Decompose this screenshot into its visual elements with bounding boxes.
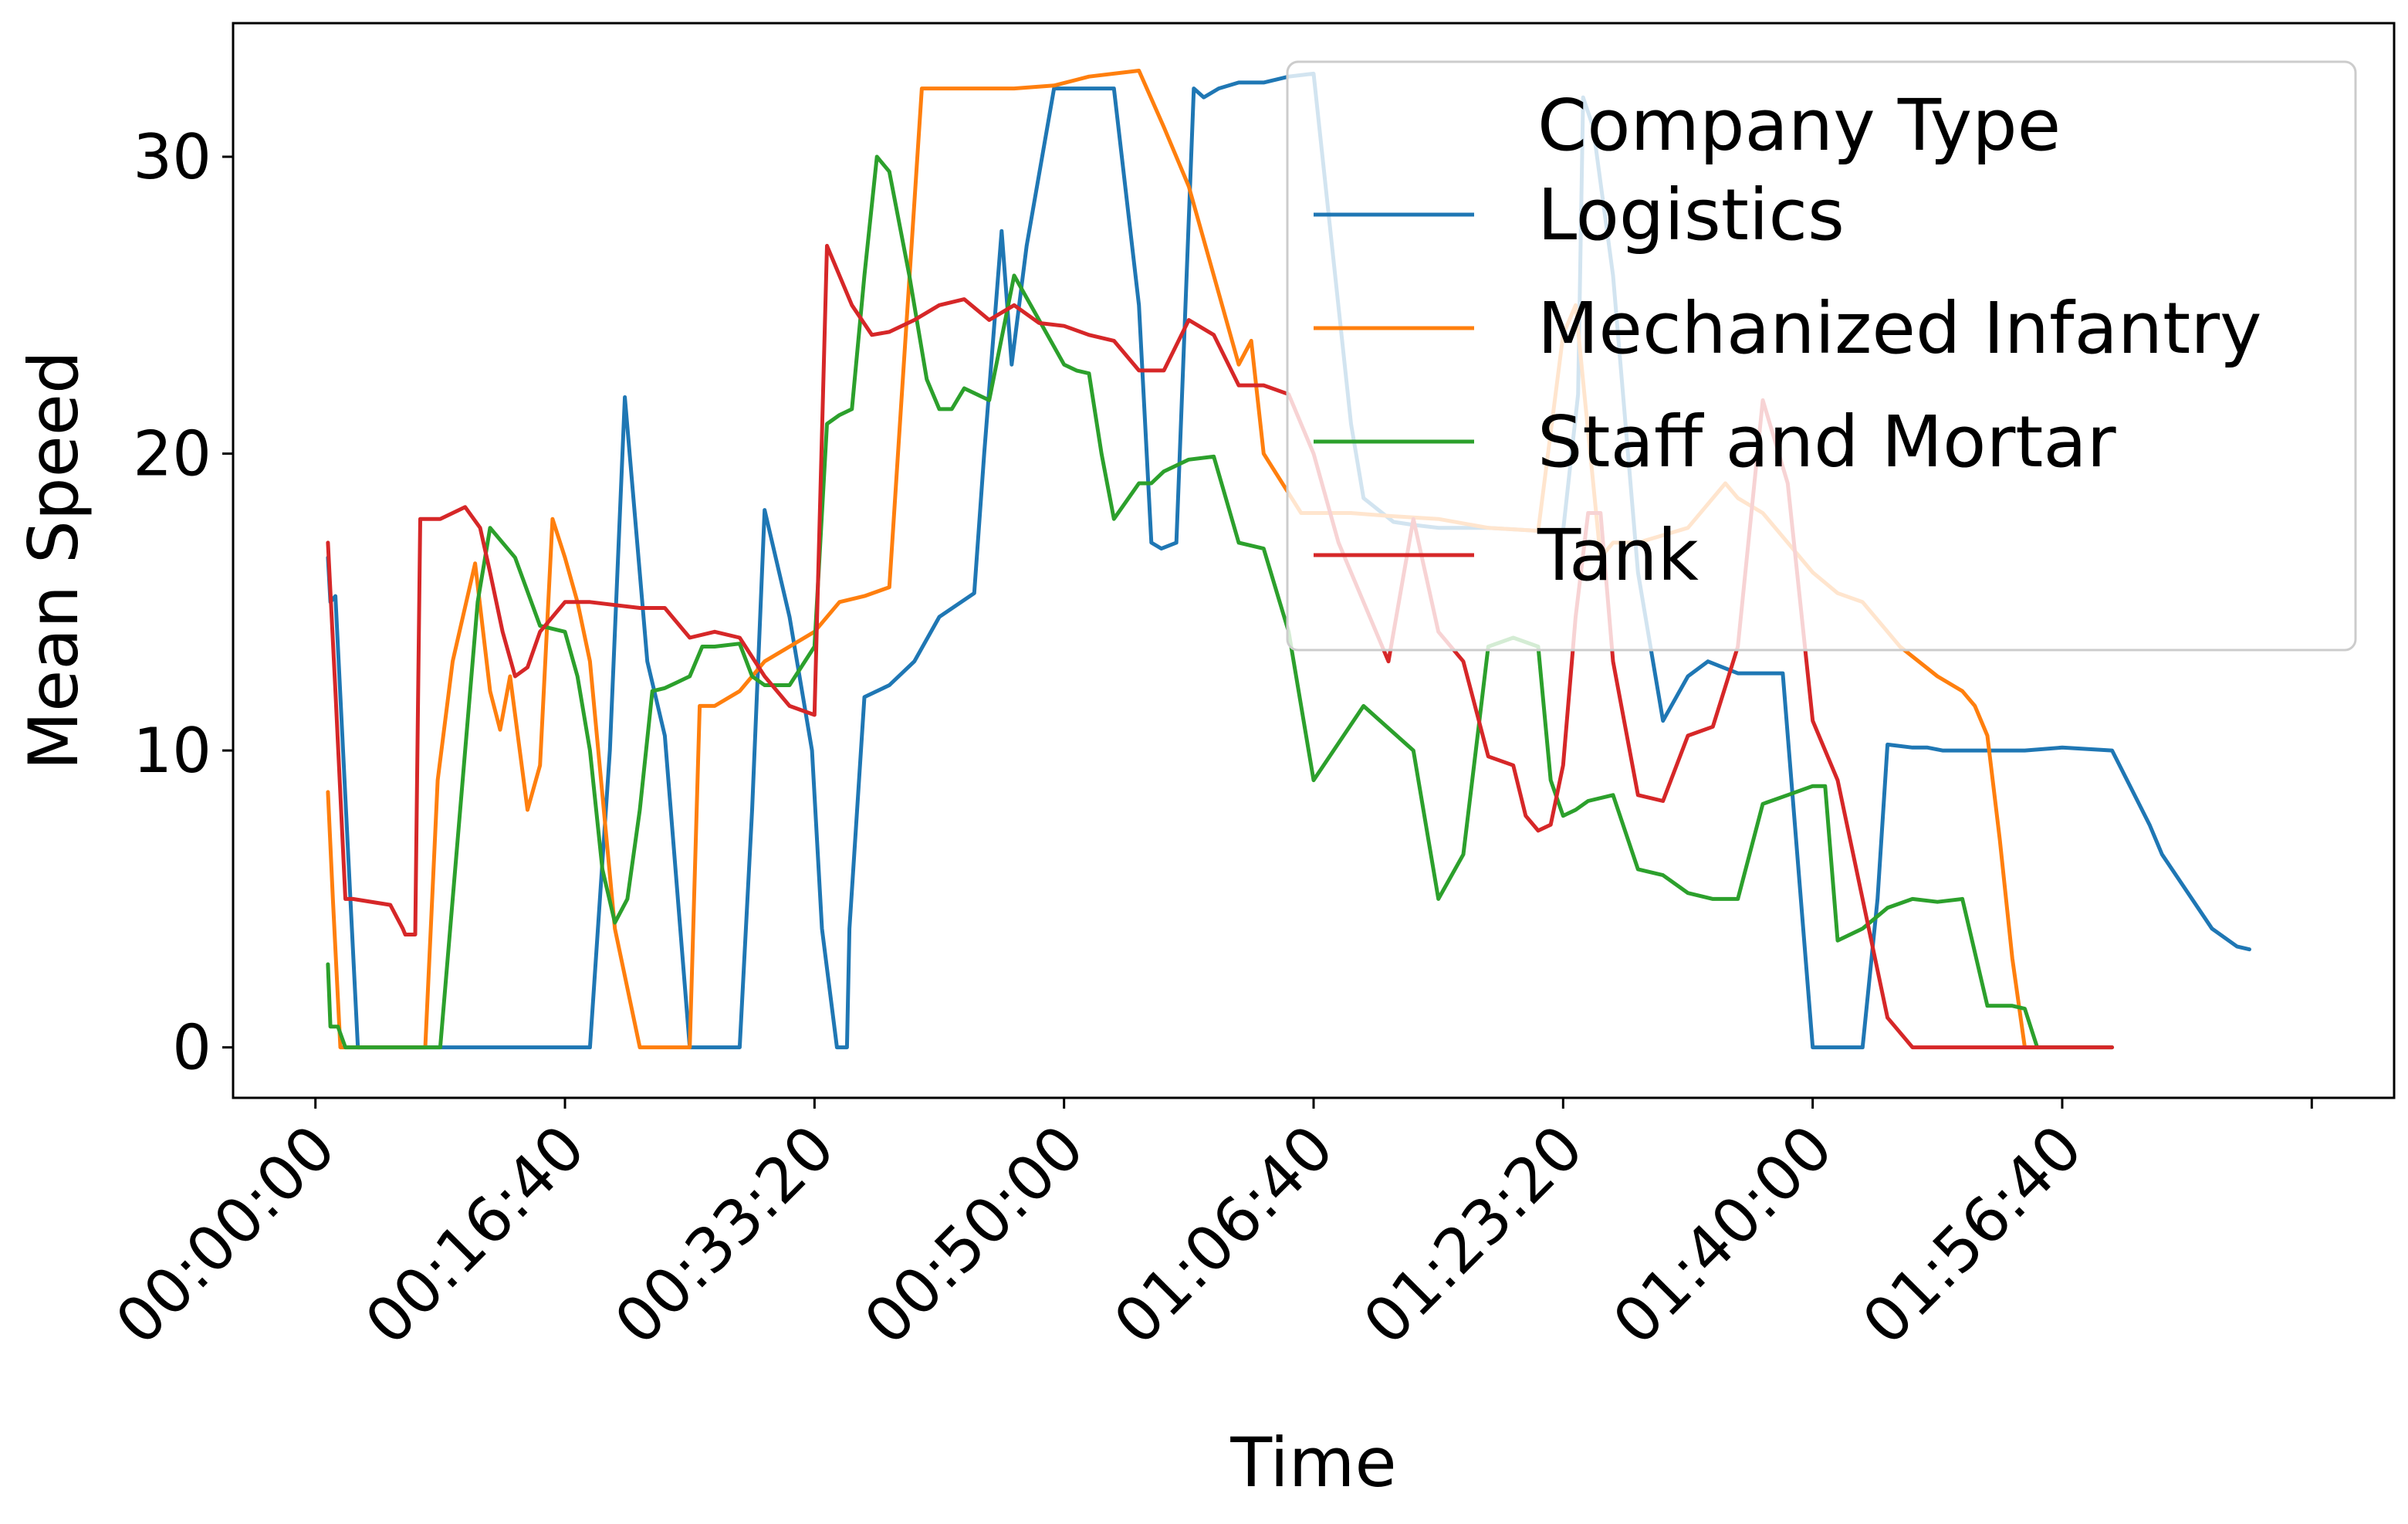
legend-box — [1286, 60, 2357, 652]
x-axis: 00:00:00 00:16:40 00:33:20 00:50:00 01:06:40… — [102, 1098, 2313, 1359]
x-tick-label: 00:33:20 — [601, 1112, 848, 1359]
series-line-staff-and-mortar — [326, 154, 2115, 1050]
y-axis-title: Mean Speed — [14, 351, 93, 770]
x-tick-label: 00:50:00 — [851, 1112, 1097, 1359]
x-tick-label: 01:06:40 — [1101, 1112, 1348, 1359]
legend-label: Tank — [1537, 514, 1699, 597]
x-tick-label: 01:56:40 — [1849, 1112, 2096, 1359]
legend-label: Mechanized Infantry — [1537, 287, 2262, 370]
x-tick-label: 00:16:40 — [352, 1112, 599, 1359]
x-axis-title: Time — [1229, 1423, 1396, 1502]
x-tick-label: 01:23:20 — [1350, 1112, 1597, 1359]
series-line-logistics — [326, 71, 2251, 1050]
y-tick-label: 30 — [133, 121, 211, 193]
y-tick-label: 20 — [133, 418, 211, 490]
legend-label: Logistics — [1537, 174, 1845, 256]
x-tick-label: 01:40:00 — [1599, 1112, 1846, 1359]
y-tick-label: 0 — [172, 1012, 211, 1084]
legend-label: Staff and Mortar — [1537, 401, 2116, 483]
legend-title: Company Type — [1537, 84, 2061, 167]
y-axis: 0 10 20 30 — [133, 121, 233, 1084]
y-tick-label: 10 — [133, 715, 211, 787]
legend-entries: Logistics Mechanized Infantry Staff and Mo… — [1314, 174, 2262, 597]
series-layer — [326, 69, 2251, 1050]
x-tick-label: 00:00:00 — [102, 1112, 349, 1359]
legend: Company Type Logistics Mechanized Infantr… — [1286, 60, 2357, 652]
